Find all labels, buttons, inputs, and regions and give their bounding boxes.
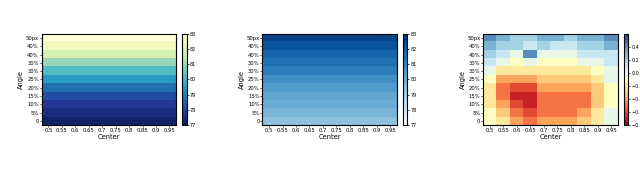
X-axis label: Center: Center (98, 134, 120, 140)
X-axis label: Center: Center (540, 134, 562, 140)
Y-axis label: Angle: Angle (18, 70, 24, 89)
Y-axis label: Angle: Angle (239, 70, 245, 89)
X-axis label: Center: Center (319, 134, 341, 140)
Y-axis label: Angle: Angle (460, 70, 466, 89)
